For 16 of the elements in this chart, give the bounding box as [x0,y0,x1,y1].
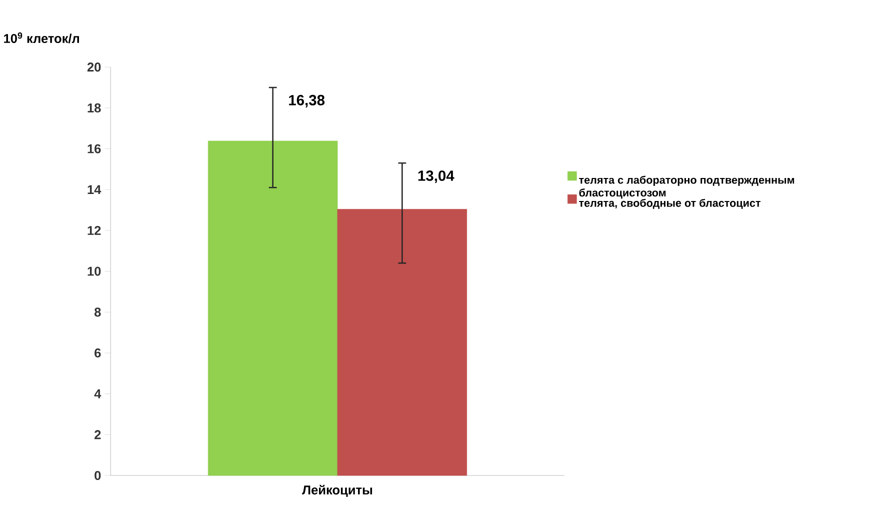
y-tick-label: 4 [94,389,102,398]
x-tick-label: Лейкоциты [302,484,372,497]
legend-label: телята, свободные от бластоцист [579,198,760,209]
y-tick-label: 10 [88,266,101,276]
y-tick-label: 12 [88,226,101,235]
y-tick-label: 18 [88,103,101,112]
y-tick-label: 8 [94,308,101,317]
y-tick-label: 6 [94,348,101,358]
y-tick-label: 16 [88,144,101,154]
y-tick-label: 2 [94,430,101,440]
y-tick-label: 0 [94,470,101,480]
y-tick-label: 20 [87,62,101,72]
data-label: 16,38 [289,94,325,108]
y-axis-title: 10$^{9}$ клеток/л [4,32,79,44]
data-label: 13,04 [418,170,454,184]
y-tick-label: 14 [88,185,102,194]
